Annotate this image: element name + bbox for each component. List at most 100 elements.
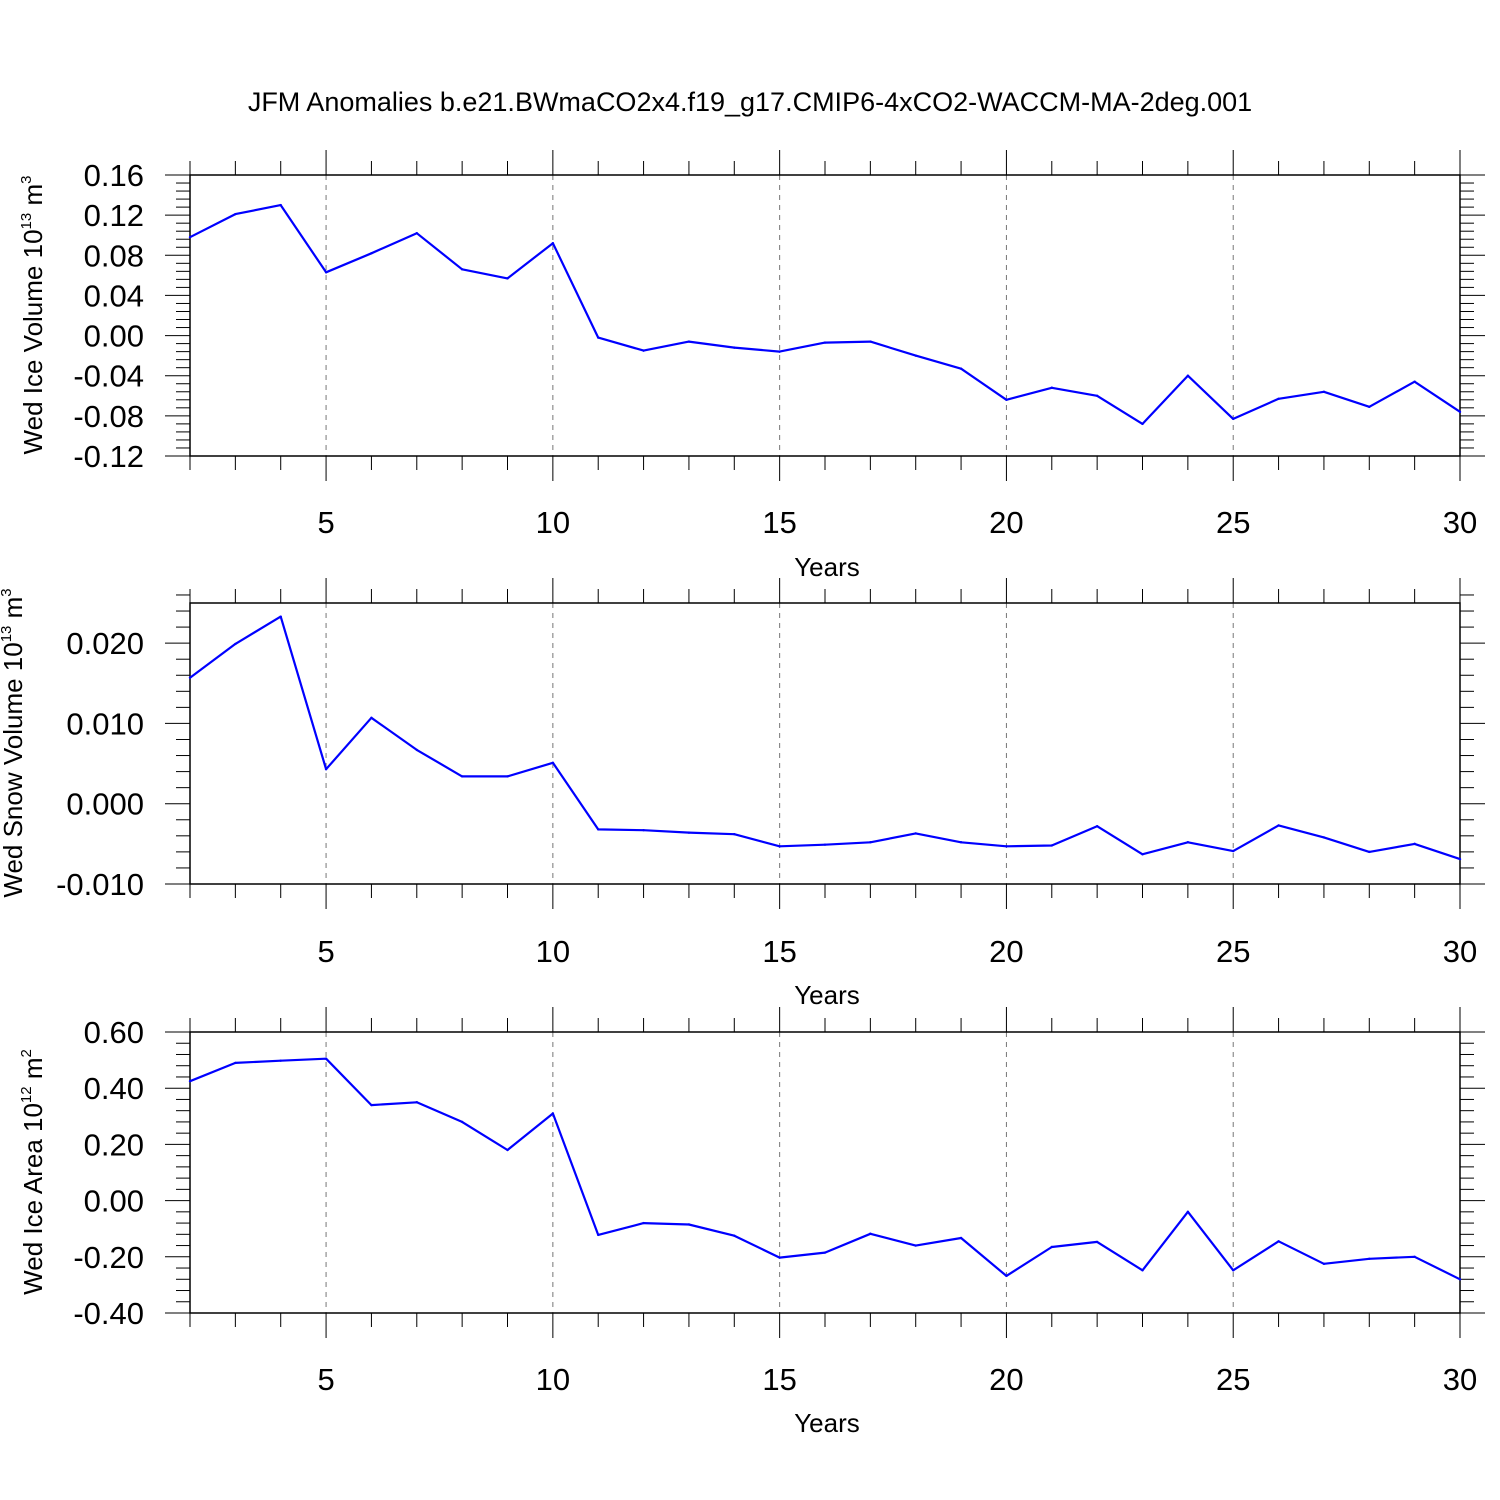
x-tick-label: 25 <box>1216 1362 1250 1397</box>
data-point <box>324 1057 328 1060</box>
data-point <box>1005 845 1008 848</box>
data-point <box>1186 841 1190 844</box>
x-tick-label: 25 <box>1216 934 1250 969</box>
data-point <box>1368 405 1371 409</box>
data-point <box>460 268 464 271</box>
data-point <box>1141 853 1144 856</box>
data-point <box>1141 1269 1144 1272</box>
data-point <box>1322 390 1326 393</box>
data-point <box>1050 386 1053 389</box>
data-point <box>370 716 373 720</box>
x-tick-label: 30 <box>1443 1362 1477 1397</box>
y-tick-label: 0.40 <box>84 1071 144 1106</box>
x-axis-label: Years <box>794 1408 860 1438</box>
data-point <box>1277 1240 1280 1243</box>
data-point <box>1095 394 1099 397</box>
data-point <box>1186 1210 1190 1214</box>
data-point <box>778 1256 781 1259</box>
y-tick-label: 0.12 <box>84 198 144 233</box>
data-point <box>823 1251 827 1254</box>
y-axis-label-unit-exp: 2 <box>18 1049 35 1057</box>
y-tick-label: 0.16 <box>84 158 144 193</box>
y-axis-label: Wed Snow Volume 1013 m3 <box>0 588 28 897</box>
y-tick-label: 0.04 <box>84 278 144 313</box>
data-point <box>733 833 736 836</box>
panel-ice-area: 5 10 15 20 25 30 Years -0.40 -0.20 0.00 0.20 0.40 0.… <box>18 1007 1485 1438</box>
data-point <box>597 828 600 831</box>
x-tick-label: 10 <box>536 505 570 540</box>
data-point <box>1277 824 1280 827</box>
data-point <box>460 1120 464 1124</box>
y-tick-label: -0.08 <box>73 399 144 434</box>
x-tick-label: 30 <box>1443 505 1477 540</box>
data-point <box>959 367 963 370</box>
data-point <box>370 1103 373 1107</box>
y-axis-label: Wed Ice Area 1012 m2 <box>18 1049 48 1295</box>
data-point <box>234 212 237 216</box>
series-line <box>189 1057 1461 1281</box>
y-tick-label: -0.20 <box>73 1240 144 1275</box>
data-point <box>823 341 827 344</box>
x-tick-label: 15 <box>762 1362 796 1397</box>
data-point <box>687 340 691 343</box>
x-tick-label: 5 <box>317 934 334 969</box>
x-tick-label: 5 <box>317 505 334 540</box>
y-axis-label-unit: m <box>18 184 48 213</box>
data-point <box>1232 1269 1235 1272</box>
data-point <box>1050 1245 1053 1249</box>
data-point <box>551 242 555 245</box>
y-axis-label-exp: 13 <box>0 626 15 643</box>
y-tick-label: -0.04 <box>73 359 144 394</box>
y-tick-label: 0.00 <box>84 1184 144 1219</box>
data-point <box>1232 417 1235 421</box>
y-axis-label-unit-exp: 3 <box>0 588 15 596</box>
data-point <box>415 1101 418 1104</box>
y-axis-label-text: Wed Ice Volume 10 <box>18 229 48 454</box>
data-point <box>642 829 645 832</box>
data-point <box>1458 857 1462 861</box>
panel-snow-volume: 5 10 15 20 25 30 Years -0.010 0.000 0.010 0.020 Wed… <box>0 578 1485 1010</box>
data-point <box>642 349 645 352</box>
data-point <box>279 615 282 618</box>
data-point <box>778 845 781 848</box>
x-tick-label: 10 <box>536 934 570 969</box>
data-point <box>1005 398 1008 401</box>
data-point <box>279 203 282 207</box>
data-point <box>1005 1274 1008 1278</box>
data-point <box>234 1061 237 1065</box>
y-tick-label: 0.20 <box>84 1127 144 1162</box>
plot-frame <box>189 602 1461 885</box>
y-tick-label: 0.010 <box>66 706 144 741</box>
plot-frame <box>189 1031 1461 1314</box>
panel-ice-volume: 5 10 15 20 25 30 Years -0.12 -0.08 -0.04 0.00 0.04 0… <box>18 150 1485 582</box>
y-axis-label-text: Wed Ice Area 10 <box>18 1103 48 1295</box>
data-point <box>324 767 328 771</box>
x-axis-label: Years <box>794 552 860 582</box>
x-tick-label: 25 <box>1216 505 1250 540</box>
data-point <box>597 336 600 339</box>
data-point <box>1277 397 1280 400</box>
data-point <box>869 841 872 844</box>
data-point <box>506 775 509 778</box>
x-tick-label: 10 <box>536 1362 570 1397</box>
data-point <box>415 232 418 235</box>
data-point <box>1368 850 1371 854</box>
data-point <box>642 1221 645 1225</box>
x-tick-label: 20 <box>989 1362 1023 1397</box>
chart-title: JFM Anomalies b.e21.BWmaCO2x4.f19_g17.CM… <box>248 87 1252 117</box>
data-point <box>869 340 872 343</box>
data-point <box>869 1232 872 1235</box>
y-tick-label: 0.60 <box>84 1015 144 1050</box>
x-tick-label: 15 <box>762 505 796 540</box>
y-tick-label: 0.000 <box>66 787 144 822</box>
y-axis-label: Wed Ice Volume 1013 m3 <box>18 176 48 455</box>
x-tick-label: 15 <box>762 934 796 969</box>
x-tick-label: 20 <box>989 505 1023 540</box>
data-point <box>1322 1262 1326 1266</box>
y-tick-label: -0.12 <box>73 439 144 474</box>
series-line <box>189 204 1461 425</box>
data-point <box>324 271 328 274</box>
data-point <box>1095 824 1099 828</box>
data-point <box>188 236 192 239</box>
